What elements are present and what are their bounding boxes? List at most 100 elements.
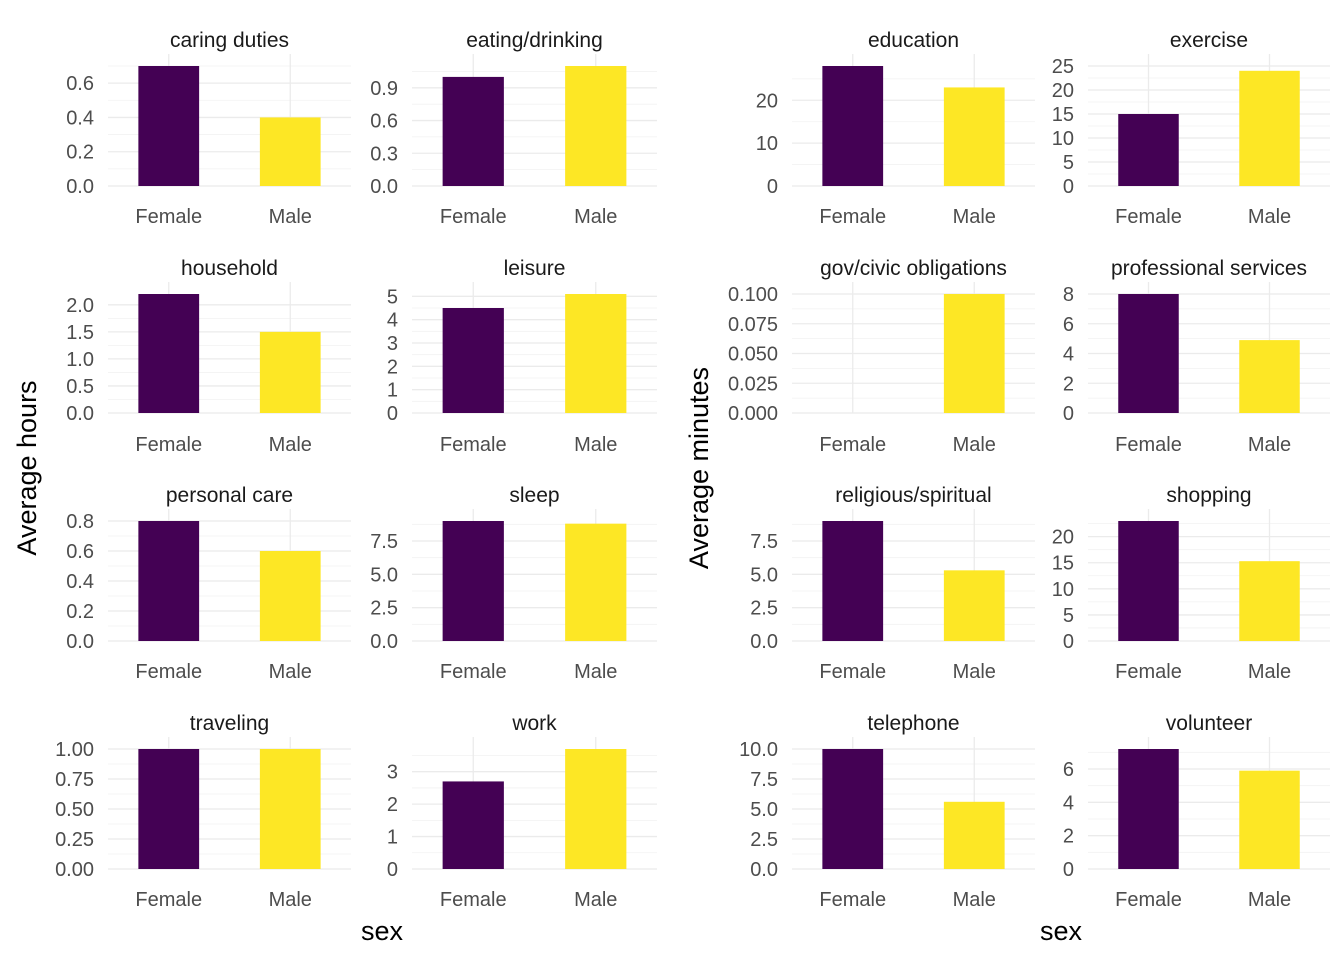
y-tick-label: 0.75: [55, 769, 94, 791]
y-tick-label: 0: [1063, 631, 1074, 653]
facet-title: sleep: [509, 484, 559, 507]
x-tick-label: Female: [440, 434, 507, 456]
y-tick-label: 0.0: [370, 631, 398, 653]
facet-eating-drinking: 0.0 0.3 0.6 0.9 Female Male eating/drinking: [370, 29, 657, 228]
y-tick-label: 3: [387, 762, 398, 784]
y-tick-label: 0: [387, 859, 398, 881]
x-tick-label: Male: [269, 434, 312, 456]
y-tick-label: 4: [1063, 792, 1074, 814]
y-tick-label: 10: [756, 133, 778, 155]
y-tick-label: 0.0: [750, 859, 778, 881]
bar-caring-duties-female: [138, 66, 200, 186]
y-tick-label: 0.6: [370, 111, 398, 133]
facet-title: telephone: [867, 712, 959, 735]
bar-leisure-male: [565, 294, 627, 413]
x-tick-label: Male: [1248, 661, 1291, 683]
x-tick-label: Male: [574, 206, 617, 228]
facet-professional-services: 0 2 4 6 8 Female Male professional services: [1063, 257, 1330, 456]
facet-title: exercise: [1170, 29, 1248, 52]
x-tick-label: Male: [269, 206, 312, 228]
y-tick-label: 1.00: [55, 739, 94, 761]
x-tick-label: Female: [1115, 206, 1182, 228]
x-tick-label: Male: [574, 889, 617, 911]
x-tick-label: Female: [440, 889, 507, 911]
y-tick-label: 6: [1063, 759, 1074, 781]
y-tick-label: 7.5: [750, 769, 778, 791]
y-tick-label: 0: [387, 403, 398, 425]
bar-education-male: [943, 87, 1005, 186]
bar-shopping-male: [1239, 561, 1300, 641]
x-tick-label: Female: [135, 661, 202, 683]
x-tick-label: Male: [953, 434, 996, 456]
y-tick-label: 4: [1063, 344, 1074, 366]
y-tick-label: 2: [387, 356, 398, 378]
figure-left-xlabel: sex: [361, 916, 404, 946]
x-tick-label: Male: [269, 889, 312, 911]
bar-telephone-female: [822, 749, 884, 869]
y-tick-label: 0: [1063, 403, 1074, 425]
facet-title: volunteer: [1166, 712, 1252, 735]
x-tick-label: Female: [1115, 434, 1182, 456]
facet-work: 0 1 2 3 Female Male work: [387, 712, 657, 911]
y-tick-label: 5: [387, 286, 398, 308]
bar-sleep-male: [565, 523, 627, 641]
y-tick-label: 2: [387, 794, 398, 816]
facet-telephone: 0.0 2.5 5.0 7.5 10.0 Female Male telephone: [739, 712, 1035, 911]
x-tick-label: Female: [1115, 889, 1182, 911]
facet-title: shopping: [1166, 484, 1251, 507]
y-tick-label: 0.5: [66, 376, 94, 398]
figure-left-ylabel: Average hours: [12, 380, 42, 555]
y-tick-label: 25: [1052, 56, 1074, 78]
y-tick-label: 2.5: [750, 598, 778, 620]
facet-title: traveling: [190, 712, 269, 735]
x-tick-label: Male: [1248, 206, 1291, 228]
bar-household-male: [259, 331, 321, 413]
x-tick-label: Male: [953, 661, 996, 683]
y-tick-label: 3: [387, 333, 398, 355]
bar-work-male: [565, 749, 627, 869]
x-tick-label: Female: [440, 206, 507, 228]
x-tick-label: Male: [574, 434, 617, 456]
bar-religious-spiritual-male: [943, 570, 1005, 641]
y-tick-label: 7.5: [370, 531, 398, 553]
y-tick-label: 7.5: [750, 531, 778, 553]
y-tick-label: 5.0: [750, 564, 778, 586]
y-tick-label: 0.0: [370, 176, 398, 198]
bar-household-female: [138, 294, 200, 413]
facet-title: gov/civic obligations: [820, 257, 1007, 280]
x-tick-label: Male: [1248, 434, 1291, 456]
y-tick-label: 0.100: [728, 284, 778, 306]
y-tick-label: 0.075: [728, 314, 778, 336]
facet-shopping: 0 5 10 15 20 Female Male shopping: [1052, 484, 1330, 683]
y-tick-label: 1: [387, 380, 398, 402]
y-tick-label: 0: [767, 176, 778, 198]
x-tick-label: Male: [1248, 889, 1291, 911]
y-tick-label: 1.5: [66, 322, 94, 344]
facet-religious-spiritual: 0.0 2.5 5.0 7.5 Female Male religious/spiritua…: [750, 484, 1035, 683]
x-tick-label: Male: [269, 661, 312, 683]
y-tick-label: 15: [1052, 104, 1074, 126]
y-tick-label: 0.0: [750, 631, 778, 653]
bar-caring-duties-male: [259, 117, 321, 186]
facet-caring-duties: 0.0 0.2 0.4 0.6 Female Male caring duties: [66, 29, 351, 228]
y-tick-label: 0.00: [55, 859, 94, 881]
x-tick-label: Male: [953, 889, 996, 911]
x-tick-label: Male: [953, 206, 996, 228]
figure-right-xlabel: sex: [1040, 916, 1083, 946]
facet-title: work: [511, 712, 557, 735]
y-tick-label: 0.2: [66, 601, 94, 623]
y-tick-label: 2.5: [370, 598, 398, 620]
facet-title: caring duties: [170, 29, 289, 52]
bar-shopping-female: [1118, 521, 1179, 641]
y-tick-label: 0.0: [66, 403, 94, 425]
y-tick-label: 0.25: [55, 829, 94, 851]
y-tick-label: 2: [1063, 826, 1074, 848]
bar-traveling-female: [138, 749, 200, 869]
bar-sleep-female: [442, 521, 504, 641]
bar-gov-civic-obligations-male: [943, 294, 1005, 413]
y-tick-label: 20: [1052, 80, 1074, 102]
y-tick-label: 8: [1063, 284, 1074, 306]
bar-exercise-male: [1239, 70, 1300, 186]
